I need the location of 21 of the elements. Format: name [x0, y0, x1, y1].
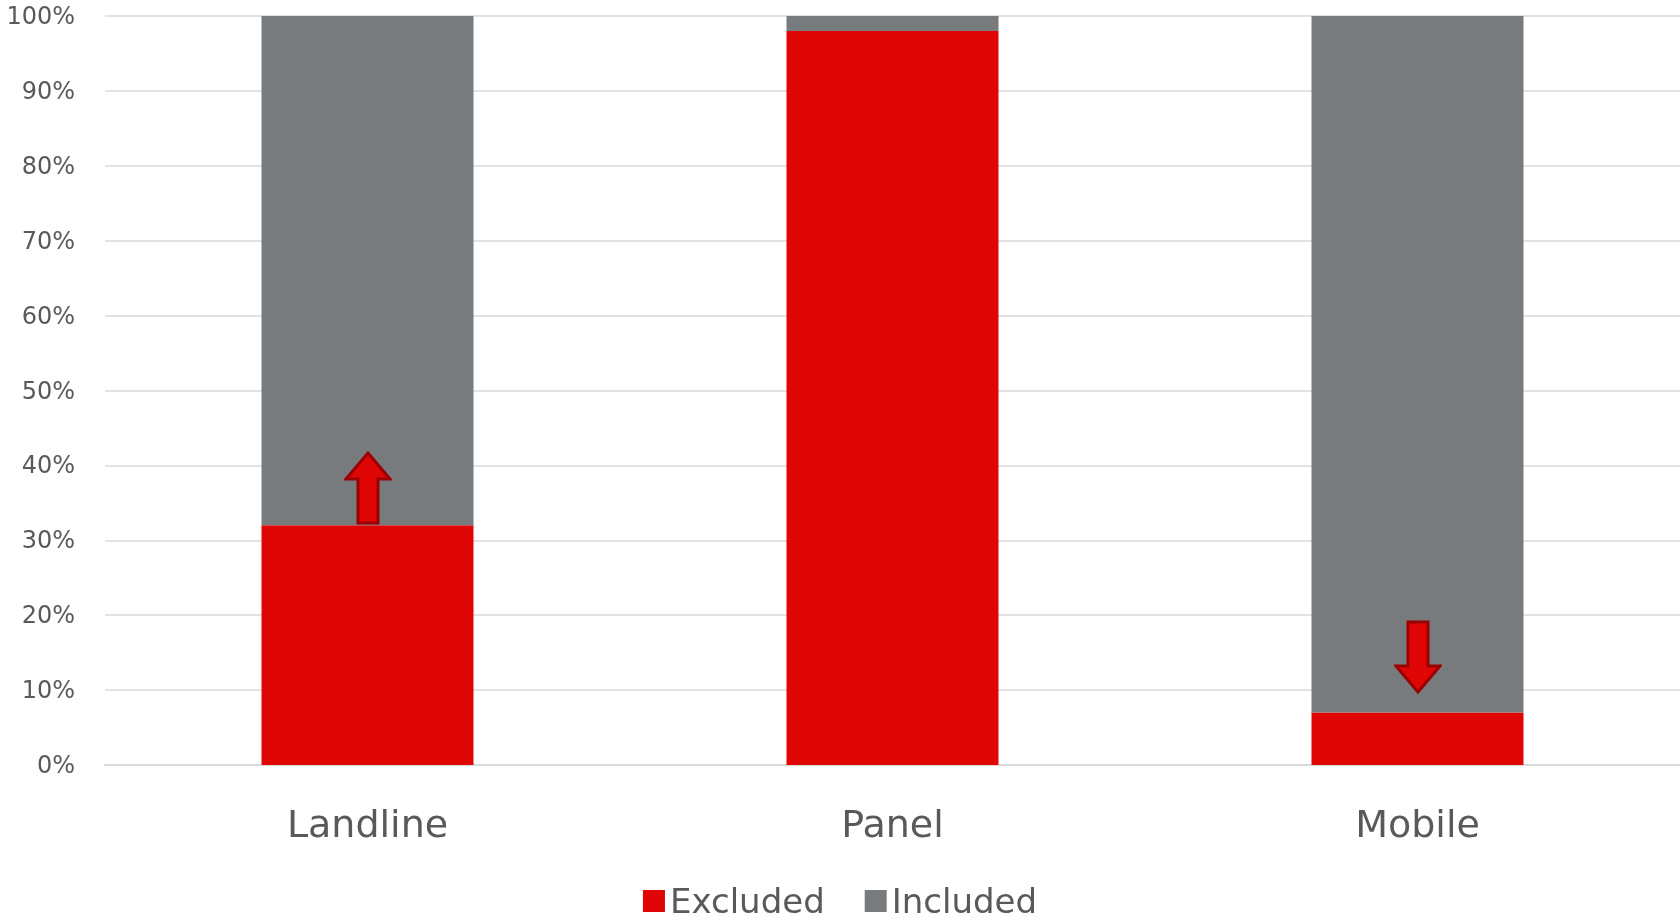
y-tick-label: 80% — [21, 151, 75, 180]
bar — [786, 30, 999, 765]
bar — [1311, 16, 1524, 713]
legend-label: Excluded — [669, 881, 825, 921]
y-tick-label: 40% — [21, 451, 75, 480]
y-tick-label: 20% — [21, 601, 75, 630]
y-tick-label: 30% — [21, 526, 75, 555]
y-tick-label: 90% — [21, 76, 75, 105]
y-tick-label: 70% — [21, 226, 75, 255]
y-tick-label: 10% — [21, 676, 75, 705]
y-tick-label: 0% — [36, 751, 75, 779]
x-tick-label: Landline — [286, 802, 449, 846]
bar — [1311, 712, 1524, 765]
y-tick-label: 100% — [6, 2, 75, 30]
x-tick-label: Mobile — [1355, 802, 1480, 846]
y-tick-label: 60% — [21, 301, 75, 330]
x-tick-label: Panel — [841, 802, 944, 846]
y-tick-label: 50% — [21, 376, 75, 405]
legend-label: Included — [891, 881, 1038, 921]
bar — [261, 16, 474, 526]
bar — [786, 16, 999, 31]
